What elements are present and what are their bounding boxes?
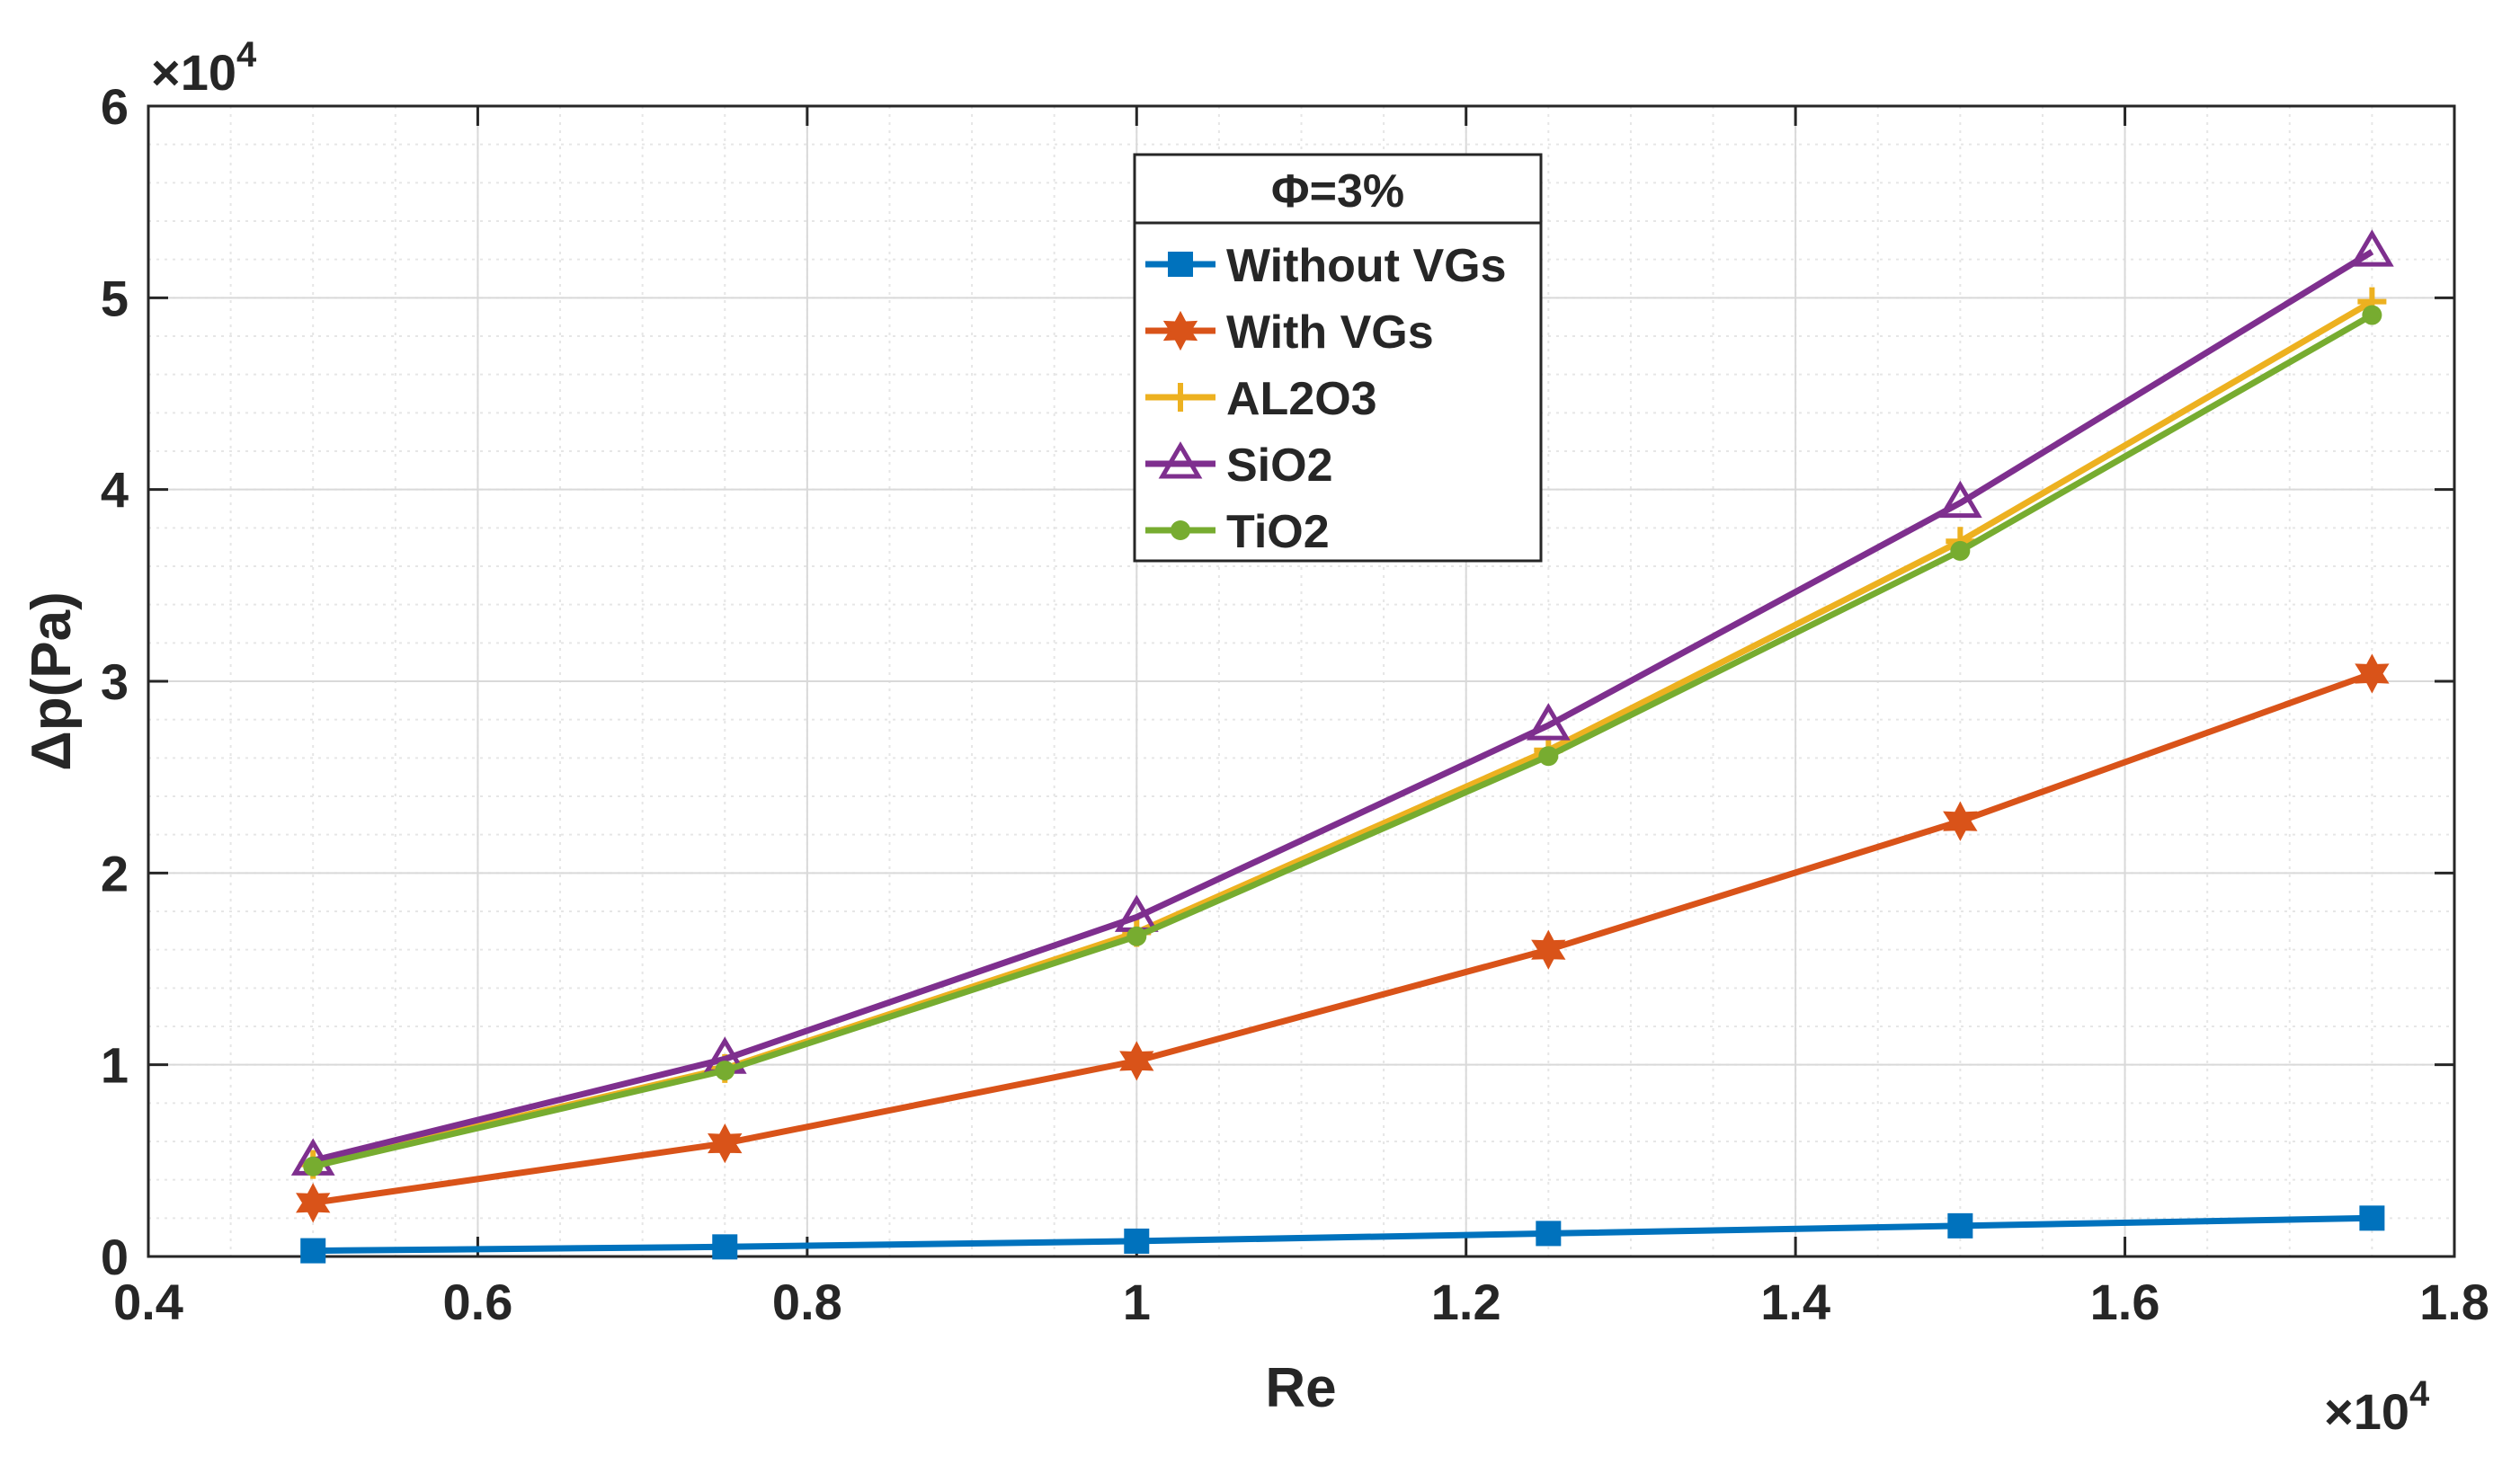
y-tick-label: 2 (101, 845, 129, 901)
data-point (296, 1183, 331, 1223)
legend-label: TiO2 (1226, 506, 1330, 558)
y-multiplier-exponent: 4 (236, 35, 257, 75)
legend: Φ=3% Without VGs With VGs AL2O3 SiO2 TiO2 (1133, 153, 1543, 563)
data-point (303, 1156, 324, 1176)
y-tick-label: 3 (101, 653, 129, 710)
data-point (1943, 801, 1978, 841)
data-point (712, 1234, 738, 1260)
y-axis-label: Δp(Pa) (21, 591, 83, 771)
data-point (1126, 926, 1147, 946)
series-group (290, 229, 2394, 1264)
legend-item: With VGs (1145, 306, 1434, 359)
data-point (1119, 1041, 1154, 1081)
legend-label: With VGs (1226, 306, 1434, 359)
data-point (708, 1123, 743, 1164)
legend-marker (1158, 441, 1203, 479)
x-tick-label: 1.8 (2419, 1274, 2489, 1330)
y-tick-label: 5 (101, 270, 129, 326)
legend-marker (1162, 310, 1198, 351)
data-point (2350, 229, 2394, 267)
legend-item: AL2O3 (1145, 373, 1377, 425)
legend-marker (1166, 383, 1195, 412)
legend-marker (1168, 252, 1193, 277)
series-4 (303, 305, 2382, 1176)
x-tick-label: 0.4 (113, 1274, 183, 1330)
series-line (312, 670, 2373, 1206)
data-point (1526, 703, 1571, 741)
legend-label: AL2O3 (1226, 373, 1377, 425)
x-multiplier: ×104 (2324, 1374, 2430, 1440)
series-line (312, 312, 2374, 1170)
data-point (2359, 1205, 2385, 1231)
data-point (1124, 1228, 1150, 1254)
legend-label: SiO2 (1226, 440, 1333, 492)
y-multiplier: ×104 (151, 35, 257, 101)
data-point (1950, 540, 1971, 561)
y-tick-label: 0 (101, 1229, 129, 1285)
series-line (313, 1214, 2373, 1255)
y-tick-label: 1 (101, 1037, 129, 1094)
x-multiplier-base: ×10 (2324, 1383, 2409, 1440)
legend-item: TiO2 (1145, 506, 1330, 558)
data-point (300, 1238, 326, 1264)
legend-marker (1171, 520, 1190, 540)
x-axis-label: Re (1265, 1357, 1336, 1419)
series-0 (300, 1205, 2385, 1264)
x-tick-label: 0.8 (772, 1274, 842, 1330)
legend-label: Without VGs (1226, 240, 1507, 292)
data-point (715, 1061, 735, 1081)
x-tick-label: 1.2 (1431, 1274, 1501, 1330)
legend-item: SiO2 (1145, 440, 1333, 492)
x-tick-label: 1.4 (1760, 1274, 1830, 1330)
data-point (1531, 929, 1566, 970)
legend-title: Φ=3% (1271, 165, 1404, 218)
data-point (1937, 480, 1982, 519)
y-multiplier-base: ×10 (151, 44, 236, 101)
x-tick-label: 0.6 (442, 1274, 512, 1330)
data-point (2362, 305, 2382, 325)
data-point (1536, 1221, 1562, 1247)
series-line (312, 249, 2374, 1164)
x-tick-label: 1 (1123, 1274, 1151, 1330)
x-multiplier-exponent: 4 (2409, 1374, 2430, 1414)
data-point (1538, 746, 1559, 767)
legend-item: Without VGs (1145, 240, 1507, 292)
data-point (2355, 653, 2390, 694)
x-tick-label: 1.6 (2090, 1274, 2160, 1330)
y-tick-label: 4 (101, 462, 129, 519)
series-1 (296, 653, 2390, 1223)
axes: 0.4 0.6 0.8 1 1.2 1.4 1.6 1.8 0 1 2 3 4 5 6 (101, 78, 2489, 1330)
y-tick-label: 6 (101, 78, 129, 135)
data-point (1947, 1212, 1973, 1239)
